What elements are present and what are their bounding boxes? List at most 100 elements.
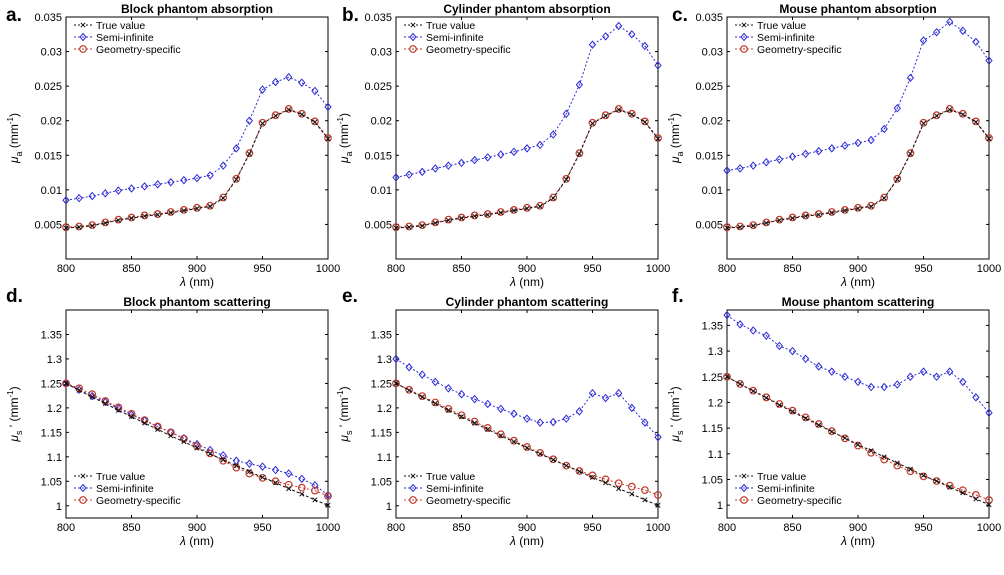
data-point-semi-infinite bbox=[219, 451, 227, 460]
legend-label: Geometry-specific bbox=[96, 44, 181, 56]
data-point-semi-infinite bbox=[654, 432, 662, 442]
data-point-geometry-specific bbox=[575, 149, 584, 158]
data-point-true-value bbox=[419, 394, 425, 400]
data-point-geometry-specific bbox=[614, 105, 623, 113]
data-point-semi-infinite bbox=[788, 152, 797, 161]
data-point-semi-infinite bbox=[893, 104, 901, 113]
y-axis-symbol: μ bbox=[668, 435, 682, 443]
data-point-geometry-specific bbox=[62, 379, 70, 388]
data-point-true-value bbox=[273, 480, 279, 486]
data-point-semi-infinite bbox=[815, 362, 823, 371]
data-point-true-value bbox=[589, 120, 596, 127]
data-point-geometry-specific bbox=[166, 428, 175, 437]
x-tick-label: 1000 bbox=[316, 522, 340, 534]
data-point-true-value bbox=[445, 217, 451, 223]
data-point-semi-infinite bbox=[62, 195, 70, 205]
data-point-semi-infinite bbox=[946, 17, 954, 27]
data-point-semi-infinite bbox=[457, 158, 466, 168]
data-point-true-value bbox=[563, 176, 569, 183]
data-point-true-value bbox=[576, 151, 582, 157]
data-point-true-value bbox=[393, 380, 399, 386]
x-axis-label: λ (nm) bbox=[509, 534, 544, 548]
y-tick-label: 1 bbox=[717, 500, 723, 512]
data-point-true-value bbox=[655, 502, 661, 508]
data-point-geometry-specific bbox=[601, 475, 610, 484]
x-tick-label: 850 bbox=[122, 522, 140, 534]
data-point-geometry-specific bbox=[88, 221, 97, 230]
x-tick-label: 1000 bbox=[977, 522, 1001, 534]
data-point-semi-infinite bbox=[431, 377, 439, 387]
data-point-semi-infinite bbox=[880, 124, 888, 134]
data-point-semi-infinite bbox=[510, 409, 518, 419]
data-point-geometry-specific bbox=[101, 218, 110, 227]
data-point-geometry-specific bbox=[431, 398, 440, 407]
data-point-semi-infinite bbox=[298, 78, 306, 87]
data-point-geometry-specific bbox=[654, 134, 662, 142]
data-point-semi-infinite bbox=[841, 372, 849, 382]
y-tick-label: 0.005 bbox=[34, 219, 62, 231]
data-point-true-value bbox=[498, 210, 504, 216]
x-axis-unit: (nm) bbox=[847, 534, 875, 548]
y-axis-exponent: -1 bbox=[336, 390, 345, 398]
data-point-true-value bbox=[207, 203, 213, 210]
y-tick-label: 1 bbox=[386, 501, 392, 513]
y-axis-unit: (mm bbox=[7, 124, 21, 151]
data-point-semi-infinite bbox=[736, 164, 744, 173]
x-tick-label: 950 bbox=[253, 522, 271, 534]
x-axis-label: λ (nm) bbox=[840, 534, 875, 548]
data-point-true-value bbox=[724, 374, 730, 380]
x-tick-label: 850 bbox=[452, 263, 470, 275]
legend-marker-x bbox=[410, 473, 416, 479]
legend-label: Geometry-specific bbox=[757, 44, 842, 56]
y-axis-label: μs ' (mm-1) bbox=[667, 386, 685, 442]
y-tick-label: 0.025 bbox=[34, 81, 62, 93]
data-point-true-value bbox=[406, 224, 412, 230]
data-point-true-value bbox=[947, 484, 953, 490]
data-point-semi-infinite bbox=[575, 407, 584, 416]
data-point-geometry-specific bbox=[880, 193, 889, 202]
data-point-semi-infinite bbox=[749, 161, 757, 170]
series-line-semi-infinite bbox=[726, 21, 990, 171]
data-point-true-value bbox=[259, 120, 266, 127]
data-point-true-value bbox=[855, 442, 861, 448]
y-tick-label: 1.2 bbox=[708, 397, 723, 409]
data-point-geometry-specific bbox=[814, 420, 823, 428]
data-point-semi-infinite bbox=[762, 157, 770, 167]
series-line-geometry-specific bbox=[65, 108, 329, 228]
chart-title: Cylinder phantom scattering bbox=[446, 295, 609, 309]
data-point-semi-infinite bbox=[932, 372, 941, 382]
data-point-true-value bbox=[986, 136, 992, 142]
data-point-true-value bbox=[393, 225, 399, 231]
legend-marker-circle bbox=[79, 496, 87, 504]
x-tick-label: 900 bbox=[849, 263, 867, 275]
data-point-true-value bbox=[907, 466, 913, 472]
data-point-geometry-specific bbox=[392, 379, 400, 388]
x-tick-label: 1000 bbox=[316, 263, 340, 275]
panel-b: b. Cylinder phantom absorption 800 850 900 95… bbox=[336, 2, 670, 289]
data-point-true-value bbox=[299, 491, 305, 497]
x-tick-label: 800 bbox=[718, 263, 736, 275]
data-point-geometry-specific bbox=[762, 393, 771, 402]
data-point-semi-infinite bbox=[258, 462, 267, 471]
data-point-semi-infinite bbox=[418, 370, 426, 379]
data-point-semi-infinite bbox=[615, 388, 623, 398]
legend-marker-diamond bbox=[740, 483, 748, 493]
data-point-semi-infinite bbox=[919, 367, 928, 376]
y-axis-unit: ' (mm bbox=[668, 398, 682, 431]
series-line-geometry-specific bbox=[726, 108, 990, 228]
y-tick-label: 1.1 bbox=[377, 452, 392, 464]
data-point-semi-infinite bbox=[206, 171, 214, 180]
data-point-semi-infinite bbox=[114, 186, 123, 195]
data-point-true-value bbox=[325, 136, 331, 142]
data-point-true-value bbox=[233, 463, 239, 469]
panel-label: e. bbox=[342, 286, 358, 307]
data-point-true-value bbox=[406, 387, 412, 393]
y-tick-label: 1.15 bbox=[371, 427, 392, 439]
data-point-true-value bbox=[458, 414, 465, 420]
data-point-semi-infinite bbox=[457, 389, 466, 399]
data-point-true-value bbox=[920, 472, 927, 478]
data-point-semi-infinite bbox=[854, 377, 862, 387]
data-point-true-value bbox=[789, 409, 796, 415]
data-point-semi-infinite bbox=[972, 393, 980, 402]
data-point-semi-infinite bbox=[841, 141, 849, 150]
